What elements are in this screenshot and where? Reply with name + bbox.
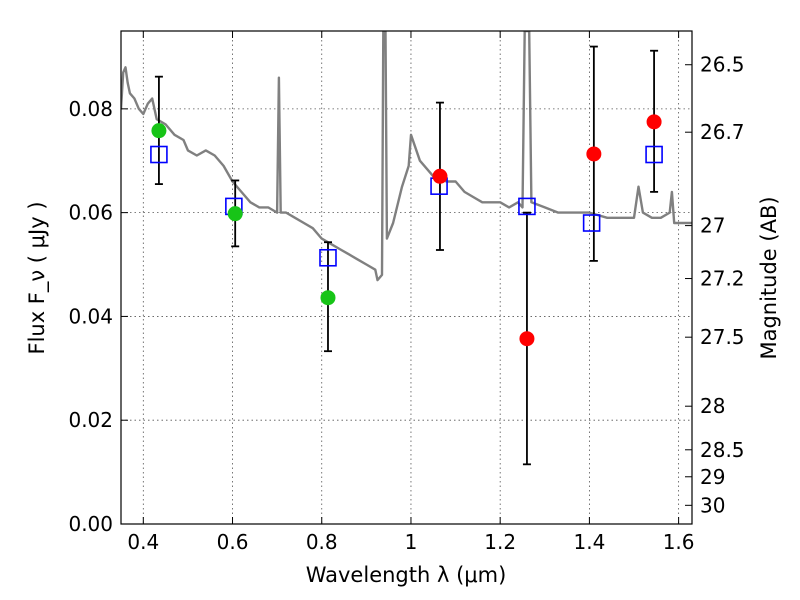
model-flux-square xyxy=(518,197,536,216)
x-tick-label: 0.8 xyxy=(306,530,338,554)
x-axis-ticks: 0.4 0.6 0.8 1 1.2 1.4 1.6 xyxy=(127,31,695,554)
magnitude-tick-label: 27.2 xyxy=(700,267,745,291)
magnitude-tick-label: 28.5 xyxy=(700,438,745,462)
observed-flux-point xyxy=(227,206,243,222)
x-tick-label: 1.2 xyxy=(484,530,516,554)
x-tick-label: 1.4 xyxy=(573,530,605,554)
magnitude-tick-label: 29 xyxy=(700,465,725,489)
y-tick-label: 0.02 xyxy=(68,408,113,432)
magnitude-tick-label: 26.5 xyxy=(700,53,745,77)
spectrum-layer xyxy=(121,31,692,282)
y-tick-label: 0.08 xyxy=(68,97,113,121)
observed-flux-point xyxy=(320,290,336,306)
observed-flux-point xyxy=(519,331,535,347)
observed-flux-point xyxy=(646,114,662,130)
right-axis-label: Magnitude (AB) xyxy=(757,196,781,359)
model-flux-square xyxy=(645,145,663,164)
y-tick-label: 0.04 xyxy=(68,304,113,328)
plot-frame xyxy=(120,30,693,525)
magnitude-tick-label: 27 xyxy=(700,214,725,238)
magnitude-tick-label: 27.5 xyxy=(700,325,745,349)
model-flux-square xyxy=(582,214,601,232)
y-tick-label: 0.06 xyxy=(68,201,113,225)
observed-flux-point xyxy=(151,123,167,139)
magnitude-axis-ticks: 26.5 26.7 27 27.2 27.5 28 28.5 29 30 xyxy=(685,53,745,517)
x-axis-label: Wavelength λ (μm) xyxy=(306,563,507,587)
y-axis-label: Flux F_ν ( μJy ) xyxy=(25,201,50,354)
x-tick-label: 0.4 xyxy=(127,530,159,554)
model-spectrum-line xyxy=(121,31,692,282)
observed-flux-points xyxy=(151,114,662,347)
magnitude-tick-label: 26.7 xyxy=(700,120,745,144)
observed-flux-point xyxy=(586,146,602,162)
x-tick-label: 0.6 xyxy=(217,530,249,554)
model-flux-square xyxy=(150,145,168,164)
y-axis-ticks: 0.00 0.02 0.04 0.06 0.08 xyxy=(68,97,128,536)
y-tick-label: 0.00 xyxy=(68,512,113,536)
magnitude-tick-label: 30 xyxy=(700,493,725,517)
observed-flux-point xyxy=(432,168,448,184)
x-tick-label: 1 xyxy=(405,530,418,554)
model-flux-squares xyxy=(150,145,663,267)
magnitude-tick-label: 28 xyxy=(700,394,725,418)
x-tick-label: 1.6 xyxy=(663,530,695,554)
grid xyxy=(121,31,692,525)
model-flux-square xyxy=(319,248,337,267)
